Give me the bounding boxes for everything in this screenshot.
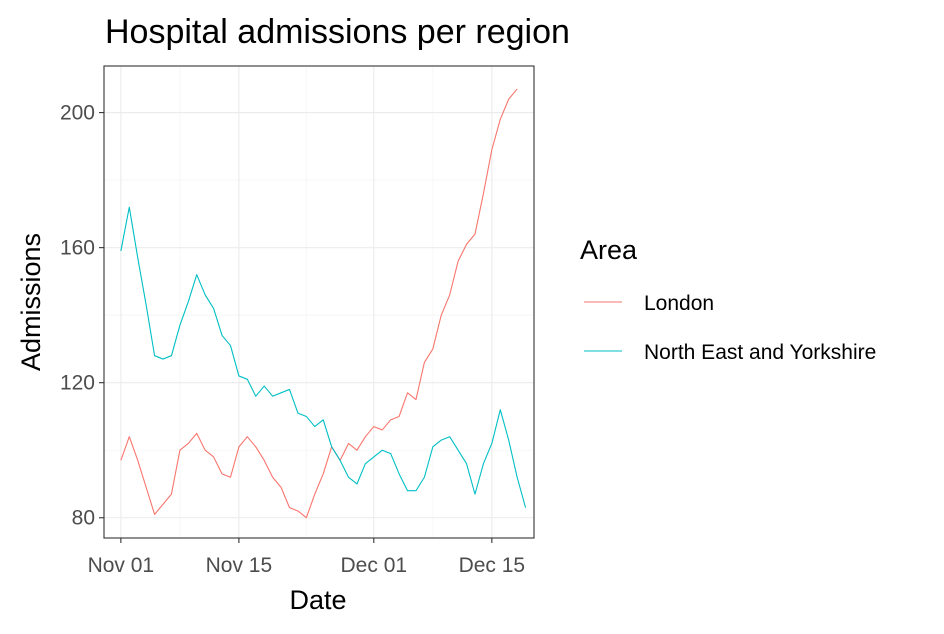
plot-background — [104, 66, 534, 538]
y-tick-label: 160 — [60, 237, 95, 260]
series-line-london — [120, 88, 518, 519]
y-tick-label: 200 — [60, 102, 95, 125]
legend-title: Area — [580, 235, 638, 265]
x-tick-label: Nov 15 — [206, 554, 273, 577]
x-axis-title: Date — [289, 585, 346, 615]
chart-title: Hospital admissions per region — [105, 13, 570, 51]
legend-label: North East and Yorkshire — [644, 341, 876, 364]
y-axis-title: Admissions — [16, 233, 46, 371]
plot-panel — [104, 66, 534, 538]
x-tick-label: Dec 01 — [341, 554, 408, 577]
y-tick-label: 80 — [72, 507, 95, 530]
y-tick-label: 120 — [60, 372, 95, 395]
legend-label: London — [644, 292, 714, 315]
plot-border-rect — [103, 65, 535, 539]
legend: London North East and Yorkshire — [584, 292, 876, 364]
major-gridlines — [104, 66, 534, 538]
minor-gridlines — [104, 66, 534, 538]
series-line-north-east-and-yorkshire — [120, 206, 527, 508]
x-tick-label: Nov 01 — [88, 554, 155, 577]
axis-ticks — [99, 112, 493, 543]
plot-border — [103, 65, 535, 539]
x-tick-label: Dec 15 — [459, 554, 526, 577]
y-axis-tick-labels: 80 120 160 200 — [60, 102, 95, 530]
series-layer — [120, 88, 527, 519]
x-axis-tick-labels: Nov 01 Nov 15 Dec 01 Dec 15 — [88, 554, 526, 577]
